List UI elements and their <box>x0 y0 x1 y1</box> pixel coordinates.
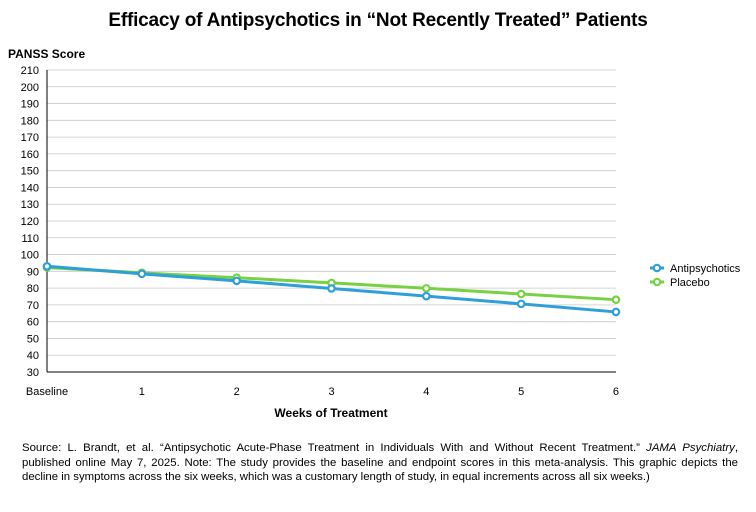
x-tick-label: 5 <box>518 386 524 398</box>
x-tick-label: 2 <box>234 386 240 398</box>
legend-item: Placebo <box>650 277 710 289</box>
x-tick-label: 1 <box>139 386 145 398</box>
y-tick-label: 40 <box>27 350 39 362</box>
source-suffix: , published online May 7, 2025. Note: Th… <box>22 442 738 484</box>
data-point <box>611 295 621 304</box>
y-tick-label: 180 <box>21 115 39 127</box>
grid-lines <box>47 69 616 356</box>
legend-swatch-marker <box>652 277 662 287</box>
source-prefix: Source: L. Brandt, et al. “Antipsychotic… <box>22 442 647 454</box>
y-tick-label: 160 <box>21 149 39 161</box>
data-point <box>42 261 52 271</box>
y-tick-label: 150 <box>21 166 39 178</box>
y-axis-label: PANSS Score <box>8 47 85 61</box>
data-point <box>137 269 147 279</box>
series-antipsychotics <box>42 261 621 317</box>
legend-label: Antipsychotics <box>670 263 741 275</box>
y-tick-label: 130 <box>21 199 39 211</box>
legend-swatch-marker <box>652 263 662 273</box>
y-tick-label: 200 <box>21 82 39 94</box>
y-tick-label: 50 <box>27 333 39 345</box>
data-point <box>516 299 526 309</box>
y-tick-label: 210 <box>21 65 39 77</box>
y-tick-label: 110 <box>21 233 39 245</box>
legend: Antipsychotics Placebo <box>650 263 741 289</box>
y-tick-label: 30 <box>27 367 39 379</box>
x-tick-label: Baseline <box>26 386 68 398</box>
x-axis-label: Weeks of Treatment <box>274 406 387 420</box>
y-tick-label: 170 <box>21 132 39 144</box>
x-tick-labels: Baseline 1 2 3 4 5 6 <box>26 386 619 398</box>
data-point <box>327 284 336 293</box>
source-note: Source: L. Brandt, et al. “Antipsychotic… <box>22 441 738 485</box>
legend-item: Antipsychotics <box>650 263 741 275</box>
series-placebo <box>42 263 621 304</box>
data-point <box>422 283 431 293</box>
x-tick-label: 3 <box>328 386 334 398</box>
legend-label: Placebo <box>670 277 710 289</box>
x-tick-label: 4 <box>423 386 429 398</box>
y-tick-label: 140 <box>21 182 39 194</box>
chart-title: Efficacy of Antipsychotics in “Not Recen… <box>108 10 648 31</box>
y-tick-labels: 30 40 50 60 70 80 90 100 110 120 130 140 150 160 170 18… <box>21 65 39 379</box>
series <box>42 261 621 317</box>
y-tick-label: 100 <box>21 250 39 262</box>
y-tick-label: 90 <box>27 266 39 278</box>
axes <box>46 70 616 373</box>
x-tick-label: 6 <box>613 386 619 398</box>
data-point <box>516 289 526 299</box>
data-point <box>422 291 431 301</box>
y-tick-label: 190 <box>21 99 39 111</box>
y-tick-label: 120 <box>21 216 39 228</box>
y-tick-label: 60 <box>27 317 39 329</box>
data-point <box>611 307 621 317</box>
data-point <box>232 276 241 286</box>
y-tick-label: 80 <box>27 283 39 295</box>
source-journal: JAMA Psychiatry <box>646 442 735 454</box>
y-tick-label: 70 <box>27 300 39 312</box>
